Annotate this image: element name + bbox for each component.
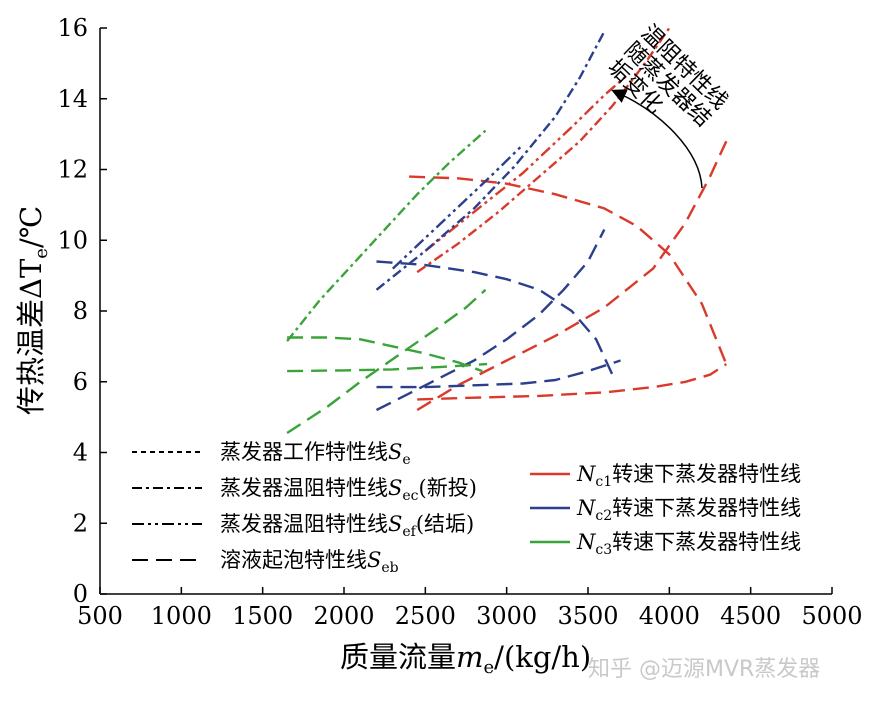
- series-line-nc3-seb: [286, 288, 487, 435]
- x-tick-label: 4000: [639, 602, 700, 630]
- watermark: 知乎 @迈源MVR蒸发器: [588, 657, 820, 682]
- y-tick-label: 8: [73, 297, 88, 325]
- x-tick-label: 500: [77, 602, 123, 630]
- x-tick-label: 2000: [313, 602, 374, 630]
- style-legend: 蒸发器工作特性线Se 蒸发器温阻特性线Sec(新投) 蒸发器温阻特性线Sef(结垢)…: [132, 440, 477, 576]
- series-line-nc1-sec: [416, 27, 671, 274]
- x-tick-label: 3000: [476, 602, 537, 630]
- series-line-nc3-se: [287, 336, 483, 373]
- series-line-nc2-seb: [375, 229, 606, 412]
- style-legend-label: 溶液起泡特性线Seb: [220, 548, 399, 576]
- annotation: 温阻特性线随蒸发器结垢变化: [602, 20, 732, 189]
- y-tick-label: 14: [57, 85, 88, 113]
- series-line-nc1-seb: [416, 140, 728, 412]
- y-tick-label: 6: [73, 368, 88, 396]
- series-line-nc2-sef: [391, 143, 524, 270]
- y-tick-label: 12: [57, 156, 88, 184]
- color-legend-label: Nc2转速下蒸发器特性线: [576, 496, 801, 524]
- x-tick-label: 4500: [720, 602, 781, 630]
- series-line-nc2-seb: [376, 359, 621, 389]
- color-legend-label: Nc1转速下蒸发器特性线: [576, 462, 801, 490]
- y-tick-label: 4: [73, 439, 88, 467]
- series-line-nc2-sec: [375, 30, 606, 291]
- y-tick-label: 10: [57, 226, 88, 254]
- ticks: 500 1000 1500 2000 2500 3000 3500 4000 4500 5000 0…: [57, 14, 862, 630]
- x-axis-label: 质量流量me/(kg/h): [340, 640, 591, 678]
- x-tick-label: 3500: [557, 602, 618, 630]
- x-tick-label: 5000: [801, 602, 862, 630]
- style-legend-label: 蒸发器温阻特性线Sef(结垢): [220, 512, 474, 540]
- annotation-arrow: [611, 89, 703, 189]
- y-tick-label: 2: [73, 509, 88, 537]
- style-legend-label: 蒸发器工作特性线Se: [220, 440, 411, 468]
- series-line-nc1-sef: [424, 73, 630, 252]
- annotation-text: 温阻特性线随蒸发器结垢变化: [602, 20, 732, 149]
- series-layer: [286, 27, 728, 435]
- series-line-nc1-se: [409, 175, 728, 365]
- series-line-nc1-seb: [417, 363, 727, 401]
- series-line-nc3-sec: [286, 129, 487, 342]
- color-legend: Nc1转速下蒸发器特性线 Nc2转速下蒸发器特性线 Nc3转速下蒸发器特性线: [530, 462, 801, 558]
- style-legend-label: 蒸发器温阻特性线Sec(新投): [220, 476, 477, 504]
- color-legend-label: Nc3转速下蒸发器特性线: [576, 530, 801, 558]
- x-tick-label: 1000: [151, 602, 212, 630]
- x-tick-label: 1500: [232, 602, 293, 630]
- x-tick-label: 2500: [395, 602, 456, 630]
- series-line-nc2-se: [376, 260, 614, 376]
- y-axis-label: 传热温差ΔTe/℃: [14, 206, 52, 415]
- series-line-nc3-seb: [287, 362, 488, 373]
- y-tick-label: 0: [73, 580, 88, 608]
- y-tick-label: 16: [57, 14, 88, 42]
